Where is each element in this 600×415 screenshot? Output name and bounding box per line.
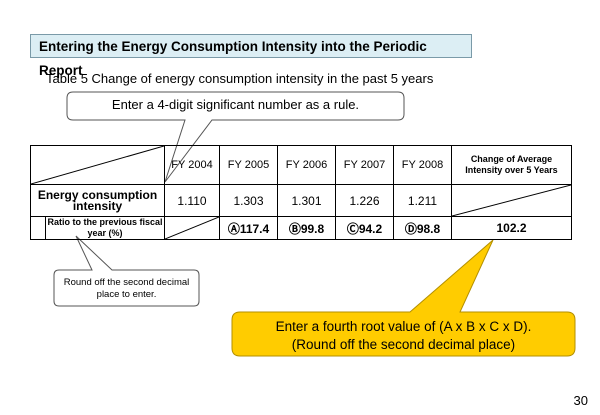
- ratio-label-cell: Ratio to the previous fiscal year (%): [30, 216, 165, 240]
- year-header-2007: FY 2007: [335, 145, 394, 185]
- year-header-2005: FY 2005: [219, 145, 278, 185]
- callout-root-line2: (Round off the second decimal place): [291, 337, 516, 352]
- callout-round-bubble: [53, 235, 200, 307]
- energy-intensity-row: Energy consumption intensity 1.110 1.303…: [30, 184, 572, 217]
- ratio-2004-empty-cell: [164, 216, 220, 240]
- energy-value-2007: 1.226: [335, 184, 394, 217]
- callout-top-text: Enter a 4-digit significant number as a …: [111, 97, 360, 112]
- year-header-2008: FY 2008: [393, 145, 452, 185]
- ratio-label: Ratio to the previous fiscal year (%): [47, 217, 163, 238]
- page-title: Entering the Energy Consumption Intensit…: [30, 34, 472, 78]
- ratio-row: Ratio to the previous fiscal year (%) Ⓐ1…: [30, 216, 572, 240]
- ratio-value-b: Ⓑ99.8: [277, 216, 336, 240]
- energy-value-2005: 1.303: [219, 184, 278, 217]
- ratio-value-c: Ⓒ94.2: [335, 216, 394, 240]
- page-number: 30: [573, 393, 588, 408]
- callout-round-text: Round off the second decimal place to en…: [63, 277, 190, 300]
- energy-intensity-table: FY 2004 FY 2005 FY 2006 FY 2007 FY 2008 …: [30, 145, 572, 240]
- table-caption: Table 5 Change of energy consumption int…: [46, 71, 434, 86]
- energy-value-2004: 1.110: [164, 184, 220, 217]
- callout-root-line1: Enter a fourth root value of (A x B x C …: [275, 319, 532, 334]
- energy-value-2006: 1.301: [277, 184, 336, 217]
- callout-root-text: Enter a fourth root value of (A x B x C …: [232, 318, 575, 354]
- corner-cell: [30, 145, 165, 185]
- average-change-header: Change of Average Intensity over 5 Years: [451, 145, 572, 185]
- ratio-value-a: Ⓐ117.4: [219, 216, 278, 240]
- year-header-2006: FY 2006: [277, 145, 336, 185]
- callout-root-bubble: [231, 239, 576, 357]
- ratio-average-value: 102.2: [451, 216, 572, 240]
- energy-average-empty-cell: [451, 184, 572, 217]
- table-header-row: FY 2004 FY 2005 FY 2006 FY 2007 FY 2008 …: [30, 145, 572, 185]
- year-header-2004: FY 2004: [164, 145, 220, 185]
- energy-intensity-label: Energy consumption intensity: [30, 184, 165, 217]
- ratio-value-d: Ⓓ98.8: [393, 216, 452, 240]
- energy-value-2008: 1.211: [393, 184, 452, 217]
